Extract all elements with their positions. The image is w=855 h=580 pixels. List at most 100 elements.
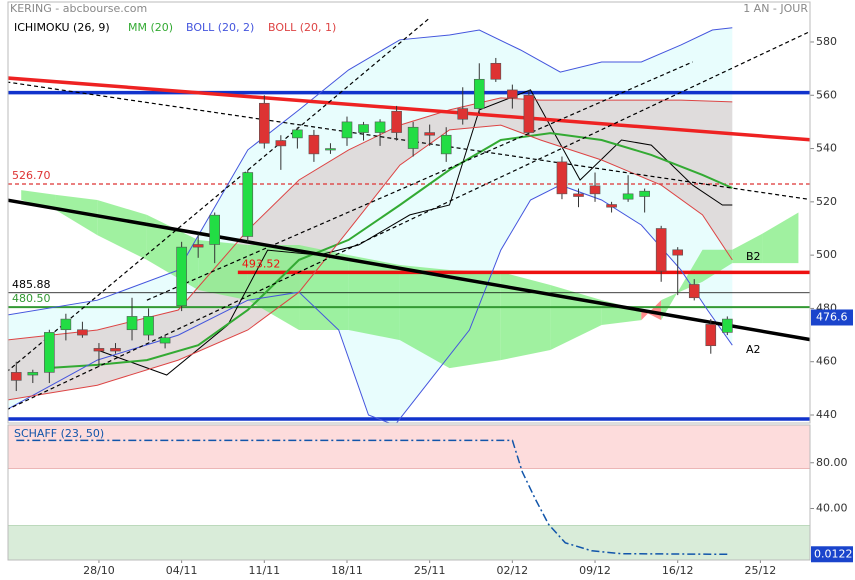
- candle-body: [358, 124, 369, 133]
- candle-body: [490, 62, 502, 80]
- last-value-box: [811, 546, 853, 563]
- y-tick-label: 540: [816, 142, 837, 155]
- cloud-label: A2: [746, 343, 761, 356]
- candle-body: [589, 185, 601, 195]
- candle-body: [60, 318, 72, 331]
- overbought-zone: [8, 425, 810, 469]
- candle-body: [308, 134, 320, 155]
- candle-body: [391, 110, 402, 133]
- candle-body: [655, 228, 667, 272]
- x-tick-label: 18/11: [331, 564, 363, 577]
- cloud-segment: [449, 270, 501, 369]
- level-label: 526.70: [12, 169, 51, 182]
- cloud-segment: [198, 239, 248, 301]
- band-line: [8, 27, 733, 316]
- cloud-segment: [500, 271, 551, 361]
- y-tick-label: 460: [816, 355, 837, 368]
- trend-line: [8, 198, 810, 342]
- candle-body: [77, 329, 88, 336]
- x-tick-label: 09/12: [579, 564, 611, 577]
- candle-body: [672, 249, 684, 256]
- x-tick-label: 25/12: [745, 564, 777, 577]
- cloud-segment: [348, 255, 400, 341]
- y-tick-label: 520: [816, 195, 837, 208]
- candle-body: [143, 316, 154, 336]
- candle-body: [27, 372, 39, 376]
- x-tick-label: 04/11: [166, 564, 198, 577]
- x-tick-label: 11/11: [248, 564, 280, 577]
- cloud-segment: [762, 212, 799, 264]
- cloud-label: B2: [746, 250, 761, 263]
- schaff-frame: [7, 424, 811, 561]
- page-title: KERING - abcbourse.com: [10, 2, 147, 15]
- cloud-segment: [732, 233, 763, 264]
- level-label: 480.50: [12, 292, 51, 305]
- trend-line: [146, 61, 693, 301]
- candle-body: [407, 126, 419, 149]
- period: 1 AN - JOUR: [743, 2, 808, 15]
- y-tick-label: 560: [816, 88, 837, 101]
- candle-body: [126, 316, 138, 331]
- candle-body: [341, 121, 353, 139]
- cloud-segment: [399, 264, 450, 369]
- candle-body: [573, 193, 584, 197]
- y-tick-label: 440: [816, 408, 837, 421]
- cloud-segment: [21, 190, 56, 211]
- x-tick-label: 02/12: [496, 564, 528, 577]
- level-label: 485.88: [12, 278, 51, 291]
- x-tick-label: 28/10: [83, 564, 115, 577]
- oversold-zone: [8, 525, 810, 560]
- last-price-box: [811, 309, 853, 326]
- candle-body: [110, 348, 121, 352]
- candle-body: [556, 161, 568, 195]
- price-frame: [7, 1, 811, 424]
- y-tick-label: 500: [816, 248, 837, 261]
- band-fill: [8, 97, 733, 400]
- candle-body: [292, 129, 303, 139]
- legend-entry: ICHIMOKU (26, 9): [14, 21, 110, 34]
- candle-body: [374, 121, 386, 133]
- trend-line: [8, 76, 810, 142]
- candle-body: [275, 140, 287, 147]
- candle-body: [44, 332, 55, 373]
- candle-body: [688, 284, 700, 299]
- indicator-line: [45, 132, 733, 370]
- candle-body: [457, 108, 469, 120]
- candle-body: [473, 78, 485, 109]
- candle-body: [242, 172, 254, 237]
- candle-body: [10, 372, 22, 381]
- candle-body: [639, 190, 650, 197]
- candle-body: [507, 89, 518, 99]
- band-line: [8, 124, 733, 401]
- price-panel: [8, 17, 810, 423]
- y-tick-label: 580: [816, 35, 837, 48]
- trend-line: [8, 17, 431, 372]
- last-price: 476.6: [816, 310, 848, 323]
- y-tick-label: 80.00: [816, 456, 848, 469]
- cloud-segment: [641, 300, 662, 321]
- legend-entry: BOLL (20, 2): [186, 21, 254, 34]
- candle-body: [176, 246, 187, 307]
- overlay: 526.70493.52485.88480.504404604805005205…: [12, 21, 853, 577]
- indicator-line: [97, 89, 733, 376]
- x-tick-label: 25/11: [414, 564, 446, 577]
- cloud-segment: [55, 194, 98, 236]
- legend-entry: BOLL (20, 1): [268, 21, 336, 34]
- candle-body: [523, 94, 535, 133]
- candle-body: [424, 132, 435, 136]
- schaff-line: [16, 439, 728, 556]
- candle-body: [325, 148, 336, 151]
- candle-body: [705, 324, 717, 347]
- legend-entry: MM (20): [128, 21, 173, 34]
- candle-body: [93, 348, 105, 352]
- candle-body: [209, 214, 221, 245]
- indicator-title: SCHAFF (23, 50): [14, 427, 104, 440]
- last-value: 0.0122: [814, 547, 853, 560]
- candle-body: [440, 134, 452, 155]
- y-tick-label: 40.00: [816, 502, 848, 515]
- x-tick-label: 16/12: [662, 564, 694, 577]
- candle-body: [622, 193, 634, 200]
- candle-body: [159, 337, 171, 344]
- cloud-segment: [97, 199, 147, 260]
